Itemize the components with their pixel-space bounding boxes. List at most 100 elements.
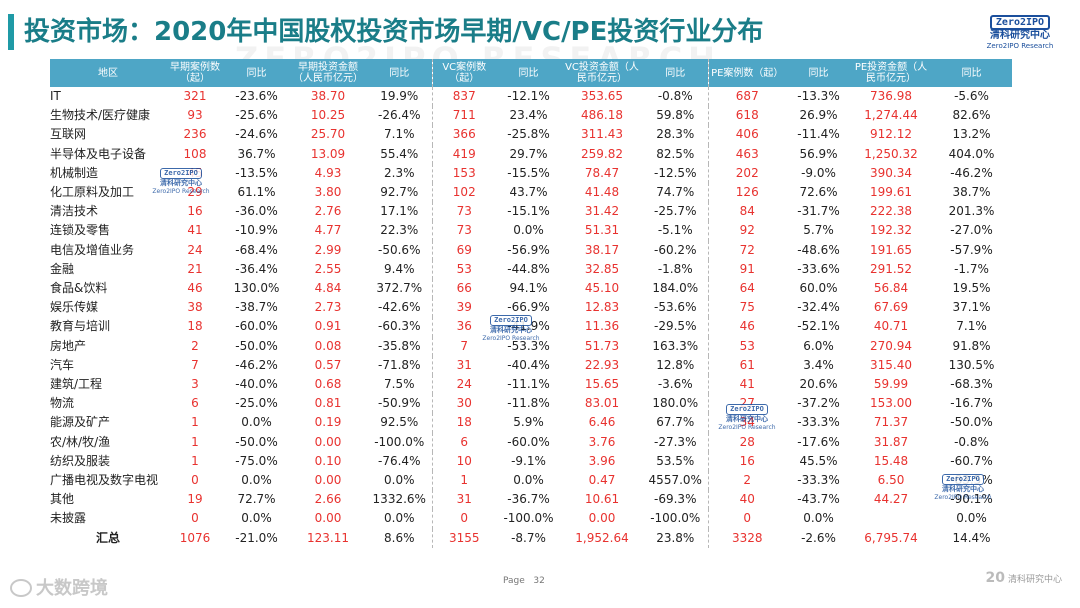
table-row: 食品&饮料 46 130.0% 4.84 372.7% 66 94.1% 45.10 184.0… (50, 279, 1012, 299)
table-cell: -44.8% (507, 261, 550, 276)
table-cell: 30 (431, 394, 496, 414)
table-cell: 26.9% (799, 108, 838, 123)
table-cell: 23.4% (509, 108, 548, 123)
row-label: 物流 (50, 396, 75, 411)
table-cell: -11.8% (507, 396, 550, 411)
table-cell: 5.7% (803, 223, 834, 238)
table-row: 未披露 0 0.0% 0.00 0.0% 0 -100.0% 0.00 -100.0% 0 0.0%… (50, 509, 1012, 529)
table-row: 娱乐传媒 38 -38.7% 2.73 -42.6% 39 -66.9% 12.83 -53.6… (50, 298, 1012, 318)
table-row: 金融 21 -36.4% 2.55 9.4% 53 -44.8% 32.85 -1.8% 91 -3… (50, 259, 1012, 280)
table-cell: 59.8% (656, 108, 695, 123)
table-cell: 0.0% (956, 511, 987, 526)
table-cell: 38.17 (584, 242, 620, 257)
footer-brand-text: 大数跨境 (36, 578, 108, 599)
table-cell: -5.1% (657, 223, 693, 238)
table-cell: 82.6% (952, 108, 991, 123)
table-cell: -68.3% (950, 377, 993, 392)
table-cell: -5.6% (954, 89, 989, 103)
table-cell: 38.70 (310, 89, 346, 103)
row-label: 生物技术/医疗健康 (50, 108, 151, 123)
row-label: 农/林/牧/渔 (50, 434, 111, 449)
table-cell: -0.8% (657, 89, 693, 103)
table-cell: 1332.6% (372, 492, 426, 507)
table-cell: -69.3% (654, 492, 697, 507)
table-cell: 66 (431, 279, 496, 299)
table-cell: 10 (431, 451, 496, 472)
table-cell: 366 (431, 125, 496, 145)
table-cell: 837 (431, 87, 496, 107)
footer-right-mark: 20 清科研究中心 (986, 570, 1063, 586)
table-cell: 0.00 (314, 473, 342, 488)
table-cell: 5.9% (513, 415, 544, 430)
row-label: 机械制造 (50, 165, 99, 180)
table-cell: -60.3% (378, 319, 421, 334)
table-cell: 3.96 (588, 453, 616, 468)
table-cell: 130.5% (948, 357, 995, 372)
table-cell: 15.48 (873, 453, 909, 468)
table-cell: 84 (707, 202, 786, 222)
table-cell: 29 (187, 185, 203, 200)
table-total-row: 汇总 1076 -21.0% 123.11 8.6% 3155 -8.7% 1,952.64 2… (50, 528, 1012, 548)
table-cell: 7.1% (384, 127, 415, 142)
table-cell: -33.3% (797, 415, 840, 430)
table-row: 广播电视及数字电视 0 0.0% 0.00 0.0% 1 0.0% 0.47 4557.0% 2-… (50, 471, 1012, 491)
column-header: 同比 (643, 59, 708, 87)
table-cell: -33.3% (797, 473, 840, 488)
table-cell: -15.1% (507, 204, 550, 219)
table-cell: -31.7% (797, 204, 840, 219)
table-cell: 0.0% (384, 511, 415, 526)
table-cell: 24 (431, 375, 496, 395)
page-title: 投资市场：2020年中国股权投资市场早期/VC/PE投资行业分布 (24, 17, 764, 47)
table-cell: 32.85 (584, 261, 620, 276)
table-cell: 912.12 (870, 127, 912, 142)
table-cell: 72.6% (799, 185, 838, 200)
row-label: 建筑/工程 (50, 377, 103, 392)
table-cell: 191.65 (870, 242, 912, 257)
table-cell: 0.08 (314, 338, 342, 353)
table-cell: 74.7% (656, 185, 695, 200)
table-cell: 222.38 (870, 204, 912, 219)
table-cell: 3.76 (588, 434, 616, 449)
table-cell: -13.5% (235, 165, 278, 180)
table-row: 互联网 236 -24.6% 25.70 7.1% 366 -25.8% 311.43 28.3… (50, 125, 1012, 145)
table-cell: 17.1% (380, 204, 419, 219)
table-cell: -71.8% (378, 357, 421, 372)
table-cell: 7.5% (384, 377, 415, 392)
table-row: 连锁及零售 41 -10.9% 4.77 22.3% 73 0.0% 51.31 -5.1% 92… (50, 221, 1012, 241)
table-cell: 21 (187, 261, 203, 276)
table-cell: -60.0% (507, 434, 550, 449)
table-row: 能源及矿产 1 0.0% 0.19 92.5% 18 5.9% 6.46 67.7% 34 -33.… (50, 413, 1012, 433)
table-cell: 10.61 (584, 492, 620, 507)
table-cell: 4.84 (314, 281, 342, 296)
table-cell: 1 (191, 415, 199, 430)
table-cell: 1 (191, 434, 199, 449)
table-cell: 1,250.32 (864, 146, 918, 161)
row-label: 汇总 (95, 530, 120, 545)
table-cell: 31.87 (873, 434, 909, 449)
table-cell: 311.43 (581, 127, 623, 142)
logo-mark: Zero2IPO (989, 15, 1051, 30)
table-row: 半导体及电子设备 108 36.7% 13.09 55.4% 419 29.7% 259.82… (50, 144, 1012, 164)
table-cell: 163.3% (652, 338, 699, 353)
table-cell: 0.91 (314, 319, 342, 334)
table-cell: 0.57 (314, 357, 342, 372)
table-cell: 372.7% (376, 281, 423, 296)
table-cell: 1 (191, 453, 199, 468)
table-cell: -53.3% (507, 338, 550, 353)
table-cell: 53 (707, 336, 786, 356)
zero2ipo-logo: Zero2IPO 清科研究中心 Zero2IPO Research (974, 10, 1066, 51)
table-cell: 16 (707, 451, 786, 472)
table-cell: 28 (707, 432, 786, 452)
table-cell: -26.4% (378, 108, 421, 123)
table-cell: 41 (707, 375, 786, 395)
table-cell: 2.76 (314, 204, 342, 219)
table-cell: 38 (187, 300, 203, 315)
row-label: 广播电视及数字电视 (50, 473, 159, 488)
zero2ipo-watermark: Zero2IPO 清科研究中心 Zero2IPO Research (152, 168, 210, 195)
table-cell: -10.9% (235, 223, 278, 238)
table-cell: -50.6% (378, 242, 421, 257)
table-row: 汽车 7 -46.2% 0.57 -71.8% 31 -40.4% 22.93 12.8% 61 3… (50, 355, 1012, 376)
table-cell: 40 (707, 490, 786, 510)
table-row: IT 321 -23.6% 38.70 19.9% 837 -12.1% 353.65 -0.8… (50, 87, 1012, 107)
table-cell: -36.4% (235, 261, 278, 276)
